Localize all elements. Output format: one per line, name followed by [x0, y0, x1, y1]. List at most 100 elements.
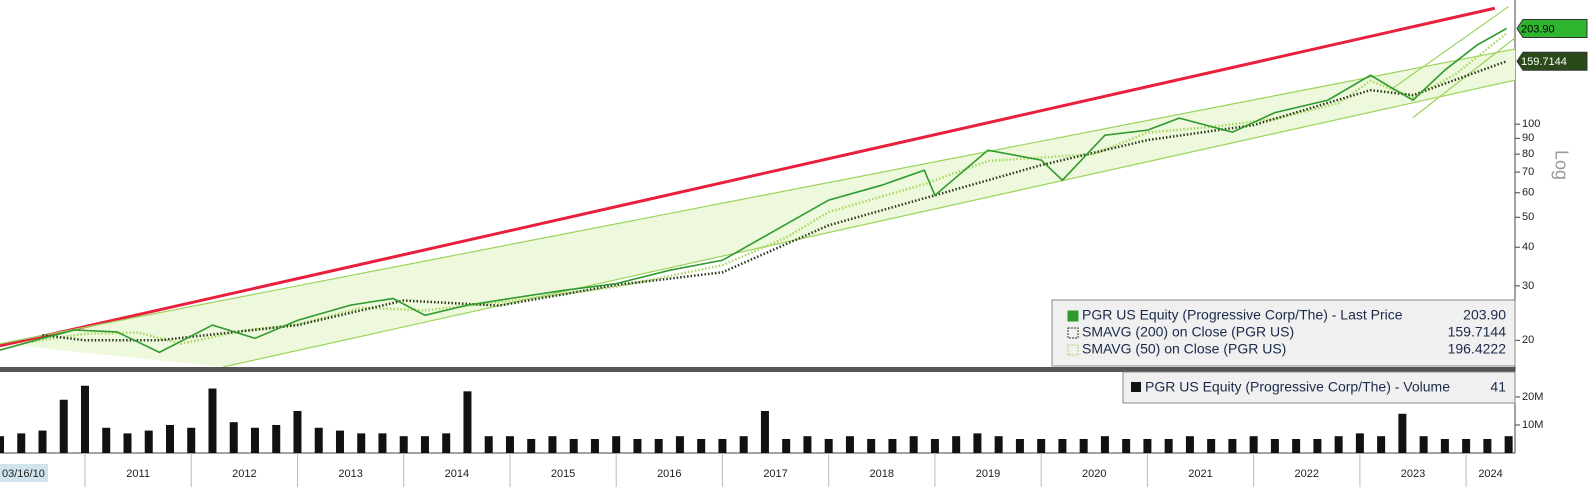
volume-bar [123, 433, 132, 453]
legend-label: PGR US Equity (Progressive Corp/The) - L… [1082, 307, 1403, 323]
volume-bar [1292, 438, 1301, 453]
x-tick-label: 2016 [657, 468, 681, 480]
volume-bar [272, 424, 281, 453]
volume-bar [484, 436, 493, 453]
y-tick-label: 10M [1522, 419, 1543, 431]
volume-bar [1377, 436, 1386, 453]
value-tag-label: 159.7144 [1521, 56, 1567, 68]
y-tick-label: 60 [1522, 187, 1534, 199]
start-label-bg [0, 464, 48, 482]
channel-fill [0, 48, 1515, 367]
volume-bar [612, 436, 621, 453]
volume-bar [697, 438, 706, 453]
volume-bar [0, 436, 4, 453]
volume-bar [1355, 433, 1364, 453]
x-tick-label: 2012 [232, 468, 256, 480]
volume-bar [527, 438, 536, 453]
x-tick-label: 2013 [338, 468, 362, 480]
y-tick-label: 40 [1522, 241, 1534, 253]
volume-bar [335, 430, 344, 453]
price-line [0, 27, 1507, 354]
price-line [31, 32, 1508, 345]
volume-bar [548, 436, 557, 453]
volume-bar [952, 436, 961, 453]
legend-value: 159.7144 [1448, 324, 1507, 340]
volume-bar [1249, 436, 1258, 453]
volume-bar [102, 427, 111, 453]
volume-bar [718, 438, 727, 453]
x-tick-label: 2019 [976, 468, 1000, 480]
legend-value: 196.4222 [1448, 341, 1507, 357]
volume-bar [994, 436, 1003, 453]
volume-bar [675, 436, 684, 453]
y-tick-label: 90 [1522, 132, 1534, 144]
volume-bar [888, 438, 897, 453]
volume-bar [165, 424, 174, 453]
value-tag-label: 203.90 [1521, 23, 1555, 35]
volume-bar [1015, 438, 1024, 453]
y-tick-label: 100 [1522, 118, 1540, 130]
volume-bar [1185, 436, 1194, 453]
volume-bar [1334, 436, 1343, 453]
volume-bar [442, 433, 451, 453]
volume-bar [803, 436, 812, 453]
legend-swatch [1131, 382, 1141, 392]
volume-bar [1270, 438, 1279, 453]
volume-bar [782, 438, 791, 453]
y-tick-label: 20M [1522, 391, 1543, 403]
value-tag [1516, 18, 1588, 38]
volume-bar [505, 436, 514, 453]
volume-bar [144, 430, 153, 453]
volume-bar [569, 438, 578, 453]
x-tick-label: 2021 [1188, 468, 1212, 480]
volume-bar [824, 438, 833, 453]
legend-label: SMAVG (200) on Close (PGR US) [1082, 324, 1294, 340]
volume-bar [38, 430, 47, 453]
volume-bar [250, 427, 259, 453]
price-line [42, 60, 1507, 342]
volume-bar [633, 438, 642, 453]
trend-line [0, 6, 1496, 348]
y-tick-label: 20 [1522, 334, 1534, 346]
volume-bar [1398, 413, 1407, 453]
panel-separator [0, 367, 1515, 372]
legend-swatch [1067, 327, 1079, 339]
price-plot [0, 6, 1515, 367]
x-tick-label: 2022 [1295, 468, 1319, 480]
volume-bar [1440, 438, 1449, 453]
legend [1122, 371, 1516, 404]
x-tick-label: 2017 [763, 468, 787, 480]
x-tick-label: 2024 [1478, 468, 1502, 480]
volume-bar [1419, 436, 1428, 453]
volume-bar [654, 438, 663, 453]
volume-bar [399, 436, 408, 453]
y-tick-label: 50 [1522, 211, 1534, 223]
start-label: 03/16/10 [2, 468, 45, 480]
volume-bar [80, 385, 89, 453]
volume-bar [1504, 436, 1513, 453]
volume-bar [1100, 436, 1109, 453]
volume-bar [1122, 438, 1131, 453]
legend [1051, 299, 1516, 367]
volume-bar [1079, 438, 1088, 453]
trend-line [222, 79, 1515, 367]
volume-bar [973, 433, 982, 453]
y-tick-label: 70 [1522, 166, 1534, 178]
legend-label: SMAVG (50) on Close (PGR US) [1082, 341, 1286, 357]
volume-bar [208, 388, 217, 453]
trend-line [1412, 37, 1515, 119]
volume-bar [1462, 438, 1471, 453]
volume-bar [378, 433, 387, 453]
legend-label: PGR US Equity (Progressive Corp/The) - V… [1145, 379, 1450, 395]
volume-bar [845, 436, 854, 453]
volume-bar [1037, 438, 1046, 453]
volume-bar [909, 436, 918, 453]
y-tick-label: 30 [1522, 280, 1534, 292]
volume-bar [1313, 438, 1322, 453]
volume-bar [739, 436, 748, 453]
x-tick-label: 2018 [870, 468, 894, 480]
axis-label: Log [1551, 150, 1571, 180]
volume-bar [420, 436, 429, 453]
volume-bar [1164, 438, 1173, 453]
